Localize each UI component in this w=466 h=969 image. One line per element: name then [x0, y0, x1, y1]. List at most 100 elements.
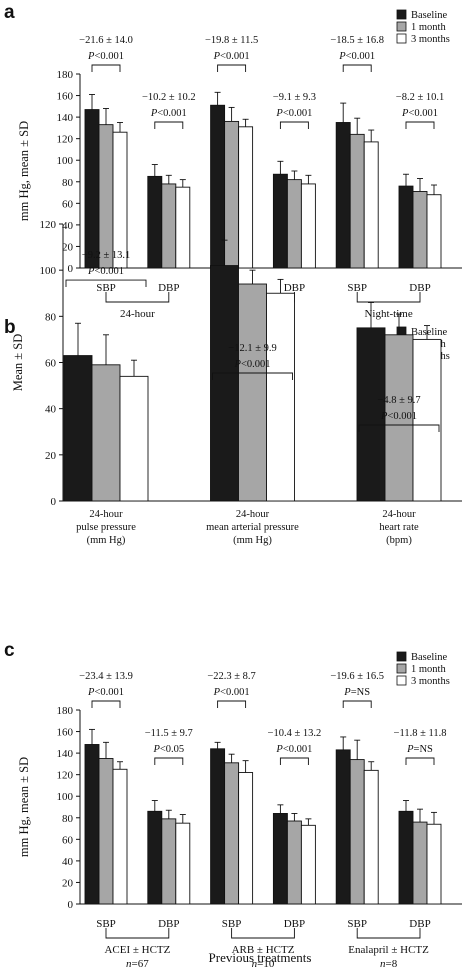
- y-tick-label-b-4: 80: [45, 311, 57, 323]
- y-tick-label-a-2: 40: [62, 220, 74, 232]
- bar-a-4-2: [363, 141, 379, 269]
- sig-bracket-a-3: [279, 121, 309, 129]
- y-tick-label-c-4: 80: [62, 813, 74, 825]
- sig-bracket-a-0: [91, 64, 121, 72]
- legend-label-c-2: 3 months: [411, 676, 450, 687]
- bar-c-3-0: [272, 813, 288, 905]
- panel-label-b: b: [4, 317, 16, 338]
- category-label-a-0: SBP: [96, 282, 116, 294]
- category-label-a-1: DBP: [158, 282, 179, 294]
- sig-bracket-c-2: [217, 700, 247, 708]
- bar-a-1-0: [147, 175, 163, 269]
- y-tick-label-a-9: 180: [57, 69, 74, 81]
- group-bracket-a-0: [105, 292, 170, 303]
- y-tick-label-c-7: 140: [57, 748, 74, 760]
- y-tick-label-c-1: 20: [62, 877, 74, 889]
- y-tick-label-c-5: 100: [57, 791, 74, 803]
- bar-a-3-1: [286, 179, 302, 269]
- change-label-c-3: −10.4 ± 13.2: [268, 728, 322, 739]
- y-tick-label-c-0: 0: [68, 899, 74, 911]
- change-label-c-4: −19.6 ± 16.5: [330, 671, 384, 682]
- y-tick-label-a-1: 20: [62, 241, 74, 253]
- change-label-b-2: −4.8 ± 9.7: [377, 395, 420, 406]
- group-bracket-c-1: [231, 928, 295, 939]
- p-value-a-5: P<0.001: [401, 108, 438, 119]
- bar-c-5-1: [412, 821, 428, 905]
- legend-swatch-c-2: [396, 675, 407, 686]
- x-axis-label-c: Previous treatments: [209, 950, 312, 965]
- change-label-c-5: −11.8 ± 11.8: [394, 728, 447, 739]
- category-label-c-1: DBP: [158, 918, 179, 930]
- sig-bracket-a-4: [342, 64, 372, 72]
- category-label-b-2-1: heart rate: [379, 522, 419, 533]
- category-label-a-5: DBP: [409, 282, 430, 294]
- bar-c-2-2: [238, 772, 254, 905]
- sig-bracket-a-1: [154, 121, 184, 129]
- bar-c-5-2: [426, 823, 442, 905]
- p-value-a-0: P<0.001: [87, 51, 124, 62]
- category-label-a-3: DBP: [284, 282, 305, 294]
- sig-bracket-a-5: [405, 121, 435, 129]
- legend-label-a-2: 3 months: [411, 34, 450, 45]
- change-label-a-1: −10.2 ± 10.2: [142, 92, 196, 103]
- sig-bracket-c-3: [279, 757, 309, 765]
- group-bracket-a-2: [356, 292, 421, 303]
- bar-c-0-1: [98, 758, 114, 905]
- bar-a-2-1: [224, 120, 240, 269]
- bar-c-4-2: [363, 769, 379, 905]
- bar-a-3-2: [300, 183, 316, 269]
- y-tick-label-a-4: 80: [62, 177, 74, 189]
- y-tick-label-a-5: 100: [57, 155, 74, 167]
- bar-a-2-0: [210, 104, 226, 269]
- category-label-b-1-1: mean arterial pressure: [206, 522, 299, 533]
- p-value-c-3: P<0.001: [275, 744, 312, 755]
- panel-label-c: c: [4, 640, 15, 661]
- change-label-a-5: −8.2 ± 10.1: [396, 92, 444, 103]
- sig-bracket-b-2: [358, 424, 440, 432]
- group-n-c-1: n=10: [252, 958, 275, 969]
- legend-label-c-1: 1 month: [411, 664, 446, 675]
- bar-c-1-1: [161, 818, 177, 905]
- group-label-c-2: Enalapril ± HCTZ: [348, 944, 429, 956]
- p-value-b-2: P<0.001: [380, 411, 417, 422]
- bar-b-1-1: [238, 283, 267, 502]
- bar-a-5-2: [426, 194, 442, 269]
- legend-swatch-a-0: [396, 9, 407, 20]
- sig-bracket-b-1: [212, 372, 293, 380]
- category-label-b-0-1: pulse pressure: [76, 522, 136, 533]
- y-tick-label-b-5: 100: [40, 265, 57, 277]
- y-tick-label-c-6: 120: [57, 770, 74, 782]
- group-bracket-c-2: [356, 928, 421, 939]
- p-value-b-1: P<0.001: [234, 359, 271, 370]
- bar-c-3-1: [286, 820, 302, 905]
- y-tick-label-a-7: 140: [57, 112, 74, 124]
- p-value-a-3: P<0.001: [275, 108, 312, 119]
- category-label-c-0: SBP: [96, 918, 116, 930]
- category-label-b-0-0: 24-hour: [89, 509, 123, 520]
- group-label-a-0: 24-hour: [120, 308, 155, 320]
- panel-label-a: a: [4, 2, 15, 23]
- bar-c-2-0: [210, 748, 226, 905]
- group-n-c-2: n=8: [380, 958, 398, 969]
- category-label-b-0-2: (mm Hg): [87, 535, 126, 546]
- legend-swatch-c-0: [396, 651, 407, 662]
- p-value-a-4: P<0.001: [338, 51, 375, 62]
- sig-bracket-c-0: [91, 700, 121, 708]
- bar-b-0-0: [63, 355, 93, 502]
- sig-bracket-c-1: [154, 757, 184, 765]
- legend-label-c-0: Baseline: [411, 652, 447, 663]
- sig-bracket-c-5: [405, 757, 435, 765]
- p-value-c-1: P<0.05: [152, 744, 184, 755]
- p-value-a-1: P<0.001: [150, 108, 187, 119]
- bar-a-0-0: [84, 109, 100, 269]
- bar-a-4-0: [335, 122, 351, 269]
- y-tick-label-c-8: 160: [57, 727, 74, 739]
- bar-b-0-2: [119, 375, 149, 502]
- p-value-c-4: P=NS: [343, 687, 370, 698]
- category-label-c-3: DBP: [284, 918, 305, 930]
- bar-a-3-0: [272, 173, 288, 269]
- y-tick-label-b-3: 60: [45, 358, 57, 370]
